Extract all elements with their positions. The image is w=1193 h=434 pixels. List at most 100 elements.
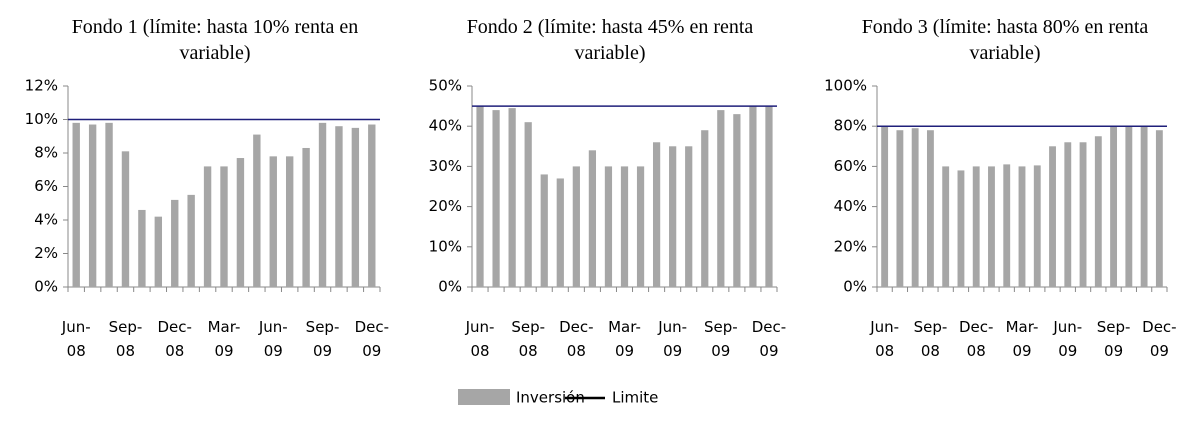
bar [171,199,179,287]
bar [1155,130,1163,287]
bar [508,108,516,287]
chart-title: Fondo 2 (límite: hasta 45% en renta vari… [466,16,754,64]
bar [685,146,693,287]
bar [911,128,919,287]
x-tick-label: Jun-09 [1052,318,1082,360]
bar [524,122,532,288]
y-tick-label: 8% [34,144,58,162]
bar [604,166,613,287]
bar [72,122,80,287]
y-tick-label: 20% [834,237,867,255]
x-tick-label: Jun-08 [869,318,899,360]
y-tick-label: 80% [834,117,867,135]
bar [1094,136,1102,287]
bar [269,156,277,287]
bar [957,170,965,287]
bar [476,106,484,287]
bar [351,127,360,287]
bar [154,216,163,287]
y-tick-label: 50% [429,77,462,95]
bar [121,151,130,287]
bar [1064,142,1072,287]
y-tick-label: 10% [25,110,58,128]
bar [105,122,113,287]
y-tick-label: 4% [34,211,58,229]
bar [1110,126,1118,287]
y-tick-label: 30% [429,157,462,175]
y-tick-label: 60% [834,157,867,175]
y-tick-label: 6% [34,177,58,195]
legend-swatch [458,389,510,405]
bar [318,122,327,287]
bar [926,130,934,287]
bar [572,166,580,287]
chart-title: Fondo 3 (límite: hasta 80% en renta vari… [861,16,1149,64]
y-tick-label: 10% [429,237,462,255]
bar [669,146,677,287]
x-tick-label: Dec-08 [158,318,192,360]
bar [492,110,500,288]
bar [1049,146,1056,287]
bar [368,124,376,288]
bar [588,150,597,287]
bar [749,106,757,287]
x-tick-label: Sep-08 [914,318,948,360]
bar [701,130,709,287]
y-tick-label: 2% [34,244,58,262]
x-tick-label: Jun-09 [258,318,288,360]
bar [88,124,97,288]
bar [652,142,661,287]
bar [302,147,310,287]
bar [253,134,261,287]
bar [138,209,146,287]
bar [556,178,564,287]
bar [881,126,889,287]
x-tick-label: Sep-08 [511,318,545,360]
y-tick-label: 0% [843,278,867,296]
x-tick-label: Jun-09 [657,318,687,360]
x-tick-label: Mar-09 [208,318,241,360]
bar [765,106,773,287]
bar [1125,126,1133,287]
x-tick-label: Mar-09 [1006,318,1039,360]
y-tick-label: 100% [824,77,867,95]
x-tick-label: Dec-08 [959,318,993,360]
y-tick-label: 0% [34,278,58,296]
y-tick-label: 40% [834,197,867,215]
x-tick-label: Dec-08 [559,318,593,360]
bar [236,158,245,287]
x-tick-label: Dec-09 [1142,318,1176,360]
x-tick-label: Jun-08 [61,318,91,360]
x-tick-label: Sep-09 [306,318,340,360]
y-tick-label: 0% [438,278,462,296]
y-tick-label: 20% [429,197,462,215]
bar [896,130,904,287]
x-tick-label: Dec-09 [752,318,786,360]
y-tick-label: 12% [25,77,58,95]
x-tick-label: Jun-08 [465,318,495,360]
bar [1033,165,1041,287]
bar [220,166,228,287]
bar [1003,164,1011,287]
chart-title: Fondo 1 (límite: hasta 10% renta en vari… [71,16,359,64]
bar [942,166,950,287]
bar [1079,142,1087,287]
bar [1140,126,1148,287]
bar [717,110,725,288]
bar [733,114,741,287]
bar [972,166,980,287]
x-tick-label: Sep-09 [704,318,738,360]
x-tick-label: Mar-09 [608,318,641,360]
x-tick-label: Sep-09 [1097,318,1131,360]
y-tick-label: 40% [429,117,462,135]
x-tick-label: Dec-09 [355,318,389,360]
bar [540,174,548,287]
x-tick-label: Sep-08 [109,318,143,360]
bar [1018,166,1026,287]
bar [620,166,629,287]
bar [203,166,212,287]
bar [187,194,195,287]
bar [636,166,645,287]
